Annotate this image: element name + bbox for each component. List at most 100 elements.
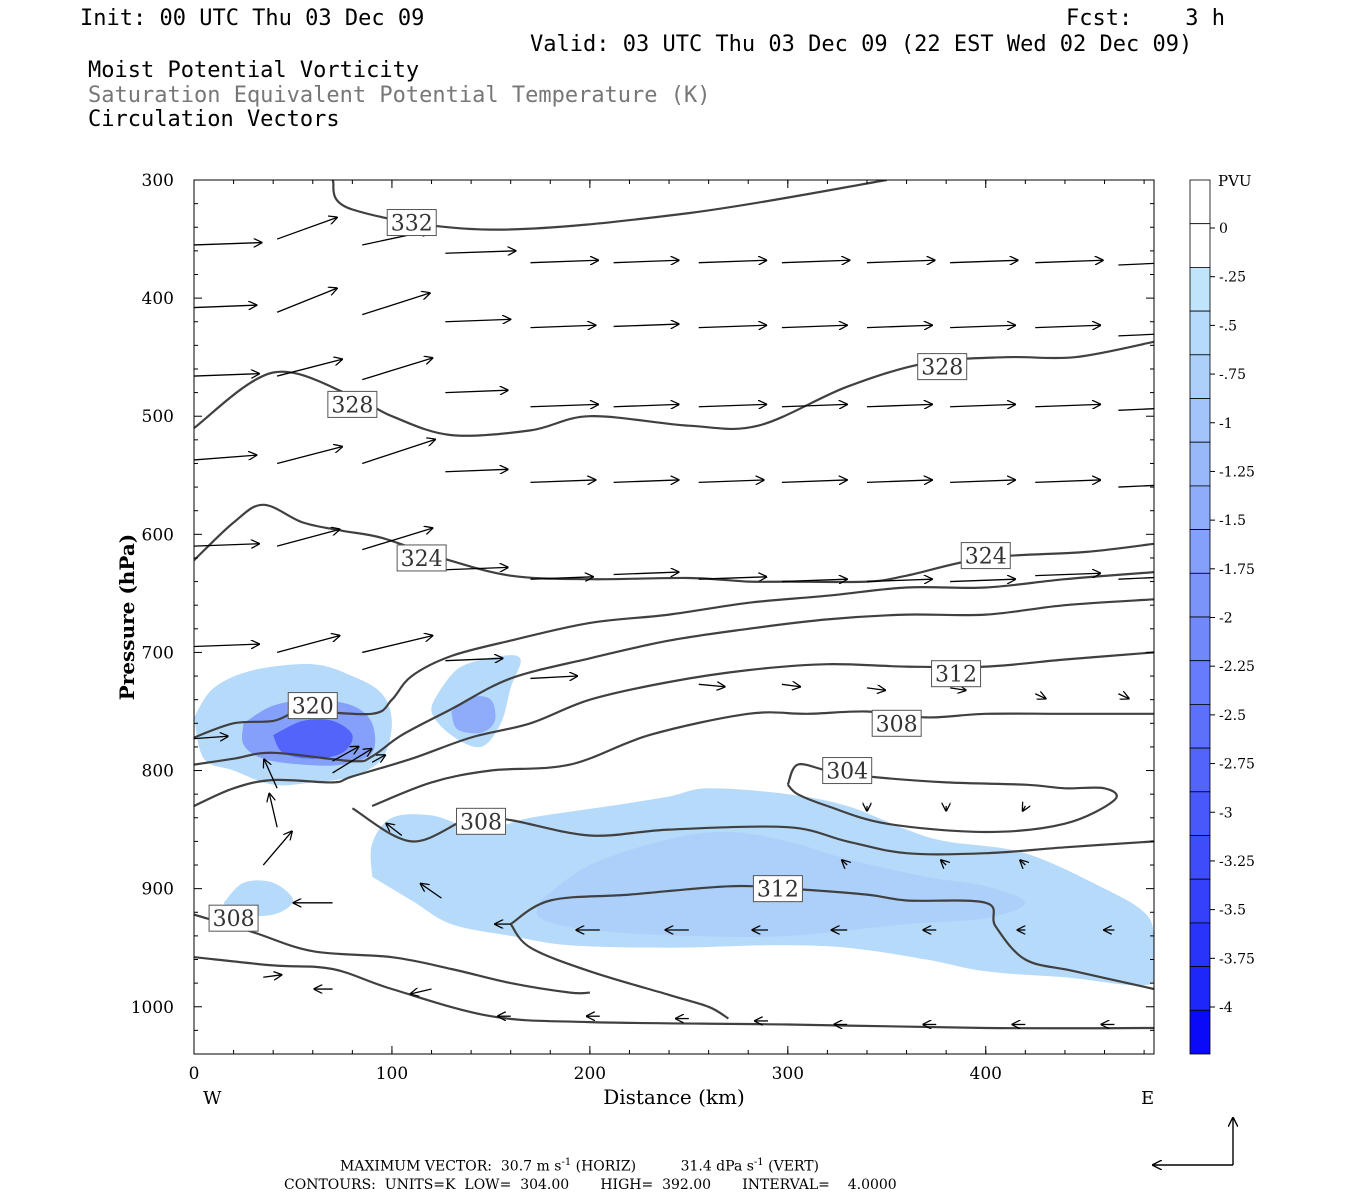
y-tick-label-3: 600 bbox=[142, 525, 174, 545]
contour-label-box-3 bbox=[396, 544, 447, 572]
x-tick-label-0: 0 bbox=[189, 1064, 200, 1084]
circulation-vector-47 bbox=[698, 684, 725, 686]
circulation-vector-26 bbox=[445, 319, 510, 321]
circulation-vector-4 bbox=[276, 288, 337, 313]
plot-frame bbox=[193, 179, 1155, 1055]
circulation-vector-7 bbox=[276, 359, 342, 377]
circulation-vector-0 bbox=[194, 243, 262, 245]
circulation-vector-55 bbox=[866, 325, 932, 327]
y-axis-title: Pressure (hPa) bbox=[115, 534, 139, 701]
circulation-vector-65 bbox=[950, 688, 966, 690]
contour-304-12 bbox=[194, 956, 1154, 1030]
axis-layer: 0 100 200 300 400 300 400 500 600 700 800 900 1000 bbox=[131, 171, 1154, 1084]
colorbar-level-label-11: -2.75 bbox=[1219, 757, 1255, 773]
colorbar-level-label-4: -1 bbox=[1219, 416, 1233, 432]
max-horiz-value: 30.7 m s bbox=[500, 1158, 562, 1175]
colorbar-level-label-9: -2.25 bbox=[1219, 659, 1255, 675]
circulation-vector-30 bbox=[445, 658, 502, 660]
contour-info-line: CONTOURS: UNITS=K LOW= 304.00 HIGH= 392.… bbox=[284, 1177, 897, 1193]
colorbar-swatch-18 bbox=[1189, 966, 1211, 1011]
circulation-vector-42 bbox=[698, 260, 767, 262]
contour-308-11 bbox=[509, 923, 729, 1020]
circulation-vector-44 bbox=[698, 404, 767, 406]
colorbar-swatch-9 bbox=[1189, 572, 1211, 618]
colorbar-level-label-14: -3.5 bbox=[1219, 903, 1246, 919]
circulation-vector-70 bbox=[1035, 573, 1100, 575]
circulation-vector-19 bbox=[269, 794, 278, 828]
colorbar-level-label-13: -3.25 bbox=[1219, 854, 1255, 870]
circulation-vector-18 bbox=[194, 736, 228, 738]
circulation-vector-3 bbox=[194, 305, 256, 307]
colorbar-level-label-12: -3 bbox=[1219, 805, 1233, 821]
colorbar-swatch-8 bbox=[1189, 529, 1211, 574]
circulation-vector-10 bbox=[276, 447, 342, 465]
y-tick-label-7: 1000 bbox=[131, 998, 174, 1018]
pv-region-2 bbox=[273, 719, 353, 759]
contour-label-5: 320 bbox=[292, 695, 334, 720]
circulation-vector-53 bbox=[781, 684, 800, 686]
colorbar-swatch-7 bbox=[1189, 485, 1211, 530]
colorbar-swatch-15 bbox=[1189, 835, 1211, 880]
reference-vector bbox=[1153, 1118, 1233, 1165]
circulation-vector-97 bbox=[263, 975, 281, 977]
x-tick-label-2: 200 bbox=[574, 1064, 606, 1084]
circulation-vector-49 bbox=[781, 325, 847, 327]
circulation-vector-91 bbox=[1020, 860, 1025, 865]
circulation-vector-38 bbox=[613, 324, 679, 326]
colorbar-level-label-15: -3.75 bbox=[1219, 951, 1255, 967]
valid-time: Valid: 03 UTC Thu 03 Dec 09 (22 EST Wed … bbox=[530, 32, 1193, 57]
circulation-vector-60 bbox=[950, 260, 1018, 262]
colorbar-swatch-6 bbox=[1189, 441, 1211, 487]
circulation-vector-59 bbox=[866, 688, 885, 690]
circulation-vector-13 bbox=[276, 529, 339, 547]
circulation-vector-41 bbox=[613, 572, 679, 574]
contour-308-10 bbox=[194, 913, 590, 995]
circulation-vector-74 bbox=[1118, 408, 1154, 411]
circulation-vector-28 bbox=[445, 469, 507, 471]
colorbar-swatch-19 bbox=[1189, 1009, 1211, 1055]
circulation-vector-24 bbox=[371, 755, 385, 762]
colorbar-level-label-1: -.25 bbox=[1219, 270, 1246, 286]
circulation-vector-8 bbox=[362, 358, 432, 381]
circulation-vector-69 bbox=[1035, 480, 1100, 482]
circulation-vector-50 bbox=[781, 404, 847, 406]
colorbar-level-label-5: -1.25 bbox=[1219, 464, 1255, 480]
circulation-vector-57 bbox=[866, 480, 932, 482]
contour-label-box-9 bbox=[822, 757, 873, 785]
circulation-vector-71 bbox=[1034, 694, 1045, 699]
circulation-vector-35 bbox=[530, 577, 592, 579]
contour-328-1 bbox=[194, 340, 1154, 437]
y-tick-label-0: 300 bbox=[142, 171, 174, 191]
circulation-vector-17 bbox=[362, 636, 432, 654]
x-axis-title: Distance (km) bbox=[603, 1085, 745, 1109]
circulation-vector-9 bbox=[194, 455, 256, 461]
circulation-vector-11 bbox=[362, 439, 435, 465]
colorbar-level-label-2: -.5 bbox=[1219, 318, 1237, 334]
circulation-vector-23 bbox=[332, 747, 359, 762]
contour-label-box-8 bbox=[456, 807, 507, 835]
circulation-vector-22 bbox=[264, 759, 278, 789]
circulation-vector-90 bbox=[941, 860, 946, 865]
contour-label-box-11 bbox=[752, 875, 803, 903]
circulation-vector-36 bbox=[530, 676, 577, 678]
contour-316-4 bbox=[194, 598, 1154, 766]
init-time: Init: 00 UTC Thu 03 Dec 09 bbox=[80, 6, 425, 31]
contour-label-6: 312 bbox=[935, 663, 977, 688]
colorbar-level-label-7: -1.75 bbox=[1219, 562, 1255, 578]
x-tick-label-1: 100 bbox=[376, 1064, 408, 1084]
circulation-vector-67 bbox=[1035, 325, 1100, 327]
contour-label-11: 312 bbox=[757, 878, 799, 903]
circulation-vector-37 bbox=[613, 260, 679, 262]
circulation-vector-12 bbox=[194, 544, 259, 546]
max-horiz-suffix: (HORIZ) bbox=[571, 1158, 637, 1175]
circulation-vector-68 bbox=[1035, 404, 1100, 406]
circulation-vector-layer bbox=[194, 217, 1154, 1024]
contour-label-box-10 bbox=[208, 904, 259, 932]
colorbar-swatch-5 bbox=[1189, 398, 1211, 443]
colorbar-level-label-10: -2.5 bbox=[1219, 708, 1246, 724]
x-end-label-west: W bbox=[203, 1088, 222, 1109]
contour-label-box-1 bbox=[327, 390, 378, 418]
colorbar-level-label-8: -2 bbox=[1219, 611, 1233, 627]
circulation-vector-62 bbox=[950, 404, 1015, 406]
